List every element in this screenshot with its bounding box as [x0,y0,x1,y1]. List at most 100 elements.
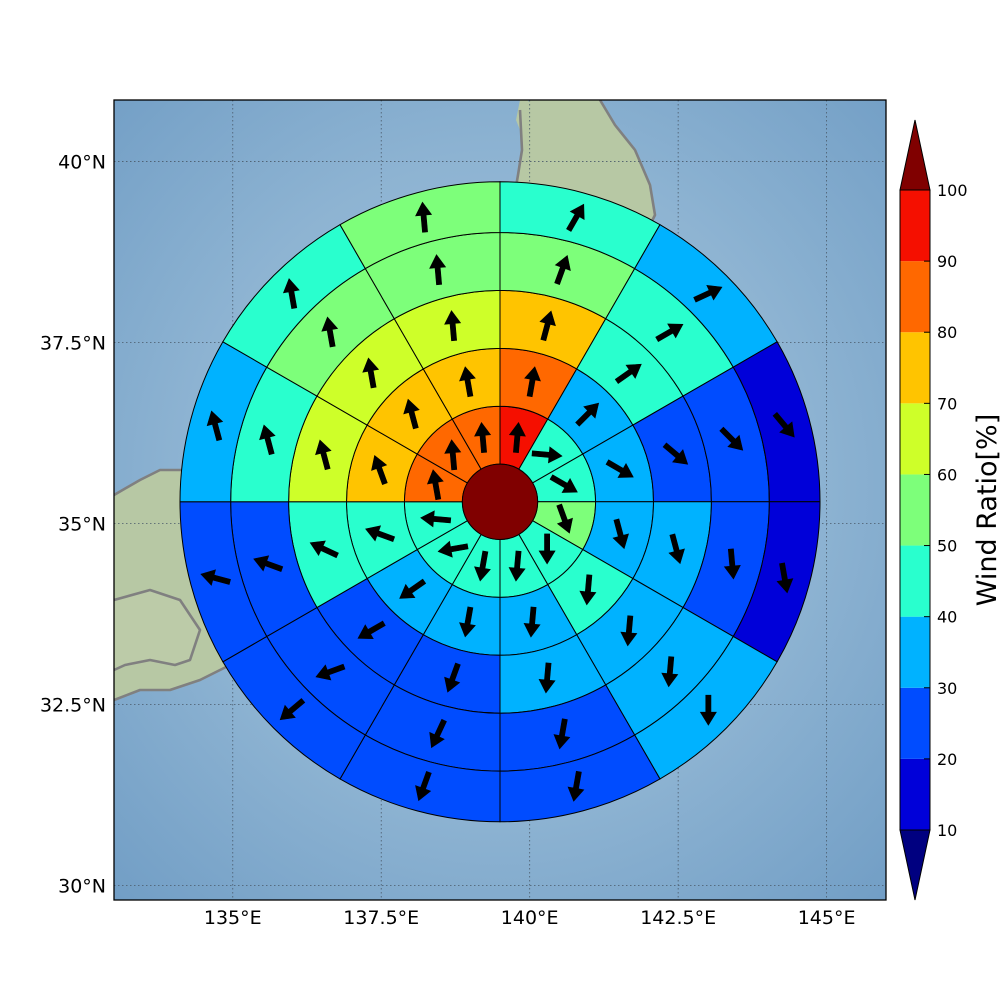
wind-arrow [508,421,526,453]
colorbar-bin [900,474,930,546]
colorbar-tick-label: 50 [937,537,957,556]
wind-arrow [444,310,462,342]
y-tick-label: 32.5°N [40,695,106,717]
colorbar-over-extension [899,119,931,191]
colorbar-bin [900,190,930,262]
wind-arrow [661,656,679,688]
wind-arrow [575,402,600,427]
colorbar-bin [900,687,930,759]
axis-ticks: 135°E 137.5°E 140°E 142.5°E 145°E 30°N 32.5°N 3… [40,152,856,929]
x-tick-label: 145°E [798,907,856,929]
wind-arrow [723,548,741,580]
wind-arrow [699,694,717,726]
wind-arrow [459,366,476,398]
wind-arrow [553,718,571,750]
colorbar-bin [900,332,930,404]
colorbar-tick-label: 70 [937,394,957,413]
polar-center-cell [461,463,539,540]
x-tick-label: 140°E [501,907,559,929]
wind-arrow [549,474,578,493]
wind-arrow [365,525,396,542]
wind-arrow [415,201,433,233]
wind-arrow [420,510,452,528]
colorbar-tick-label: 90 [937,252,957,271]
land-hokkaido-tip [516,100,530,135]
wind-arrow [321,316,339,348]
colorbar-bin [900,758,930,830]
wind-arrow [524,366,541,398]
wind-arrow [253,555,284,572]
y-tick-label: 40°N [58,152,106,174]
wind-arrows [200,201,795,802]
wind-arrow [539,310,556,342]
colorbar-bin [900,261,930,333]
wind-arrow [259,424,276,456]
wind-arrow [444,439,462,471]
wind-arrow [556,503,573,534]
wind-arrow [200,569,231,586]
wind-arrow [662,442,689,465]
colorbar-bin [900,545,930,617]
wind-arrow [279,698,306,721]
colorbar: 10 20 30 40 50 60 70 80 90 100 Wind Ratio[%] [899,119,1000,901]
colorbar-tick-label: 60 [937,465,957,484]
polar-cell [339,181,501,270]
wind-arrow [429,254,447,286]
wind-arrow [612,518,629,550]
wind-arrow [693,284,723,303]
y-tick-label: 35°N [58,514,106,536]
map-frame [113,99,887,901]
coastline-kii [114,588,202,672]
wind-arrow [371,454,388,485]
wind-arrow [415,771,432,802]
wind-arrow [399,578,427,599]
wind-arrow [437,540,469,558]
colorbar-title: Wind Ratio[%] [972,414,1000,606]
wind-arrow [403,398,420,430]
y-tick-label: 37.5°N [40,333,106,355]
wind-arrow [538,533,556,565]
colorbar-under-extension [899,829,931,901]
wind-arrow [474,421,492,453]
colorbar-frame [899,189,931,831]
colorbar-bin [900,616,930,688]
wind-arrow [315,663,346,681]
colorbar-tick-label: 80 [937,323,957,342]
wind-arrow [538,662,556,694]
wind-arrow [444,662,461,693]
x-tick-label: 135°E [204,907,262,929]
wind-arrow [776,562,794,594]
wind-arrow [309,540,339,559]
wind-arrow [508,550,526,582]
colorbar-tick-label: 100 [937,181,968,200]
wind-arrow [579,574,597,606]
wind-arrow [357,620,386,640]
colorbar-tick-label: 30 [937,679,957,698]
wind-arrow [362,357,380,389]
wind-arrow [567,770,585,802]
wind-arrow [282,278,300,310]
wind-arrow [474,550,491,582]
wind-arrow [206,410,224,442]
wind-arrow [315,439,332,471]
wind-arrow [620,615,638,647]
wind-arrow [531,446,563,464]
wind-arrow [668,533,685,565]
x-tick-label: 142.5°E [640,907,716,929]
y-tick-label: 30°N [58,876,106,898]
land-kii-shikoku [114,590,200,670]
wind-arrow [655,323,684,343]
wind-arrow [719,426,744,451]
colorbar-tick-label: 10 [937,821,957,840]
wind-arrow [459,606,476,638]
wind-arrow [566,203,585,232]
wind-arrow [426,469,444,501]
wind-arrow [614,363,642,384]
wind-arrow [523,606,541,638]
wind-arrow [554,255,571,286]
polar-wind-grid [179,181,821,823]
colorbar-tick-label: 20 [937,750,957,769]
wind-arrow [605,459,634,478]
wind-arrow [772,411,795,438]
